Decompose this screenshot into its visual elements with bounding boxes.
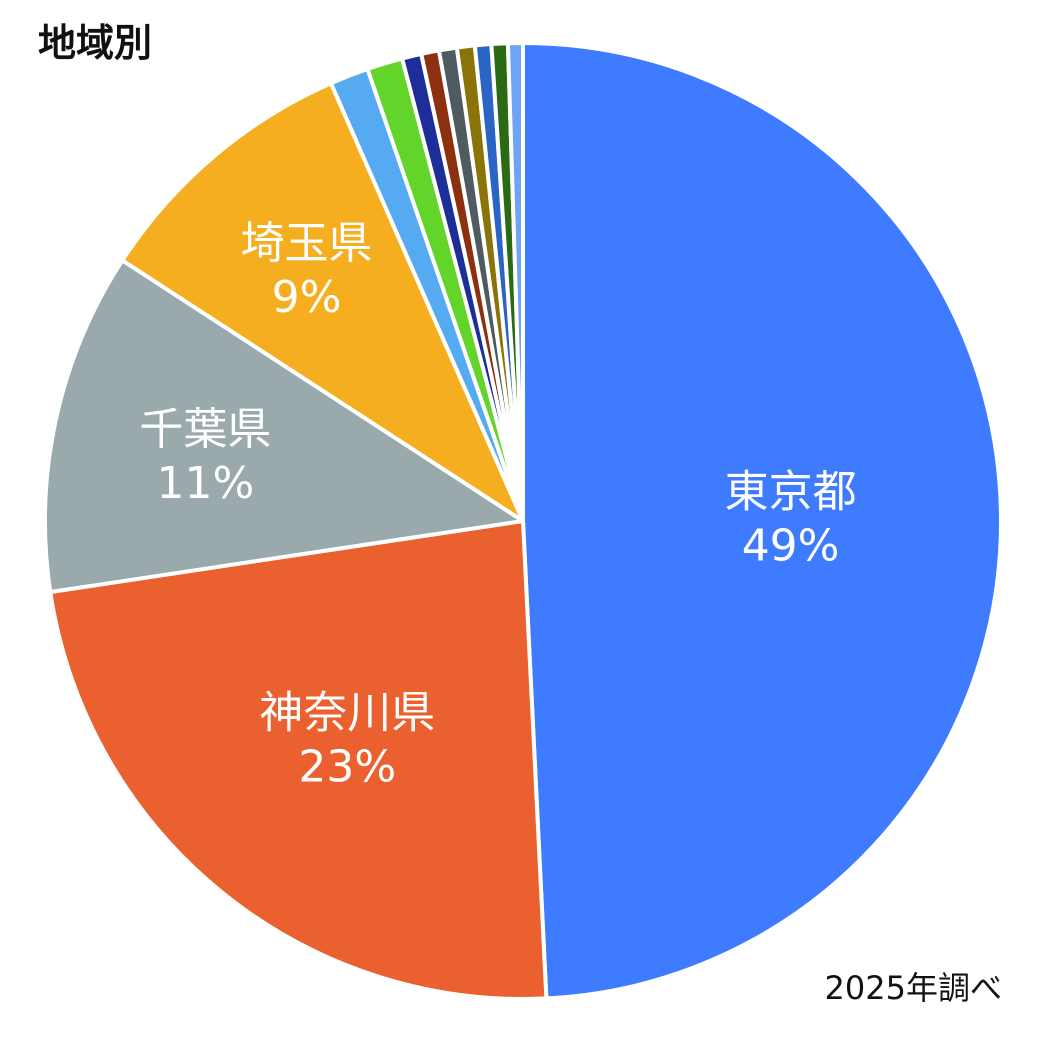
pie-slice-13 [505, 41, 525, 523]
slice-label-percent: 11% [157, 458, 255, 509]
pie-slice-東京都 [521, 41, 1003, 1001]
slice-label-name: 神奈川県 [259, 688, 435, 739]
pie-slice-神奈川県 [48, 519, 549, 1001]
pie-slice-埼玉県 [120, 81, 525, 523]
slice-label-name: 埼玉県 [241, 218, 373, 269]
pie-slice-千葉県 [43, 258, 525, 595]
chart-title: 地域別 [38, 21, 153, 65]
survey-note: 2025年調べ [824, 969, 1002, 1007]
slice-label-percent: 23% [298, 742, 396, 793]
pie-slices [43, 41, 1003, 1001]
slice-label-percent: 9% [272, 272, 342, 323]
slice-label-name: 千葉県 [139, 404, 271, 455]
slice-label-name: 東京都 [725, 467, 857, 518]
slice-label-percent: 49% [742, 521, 840, 572]
